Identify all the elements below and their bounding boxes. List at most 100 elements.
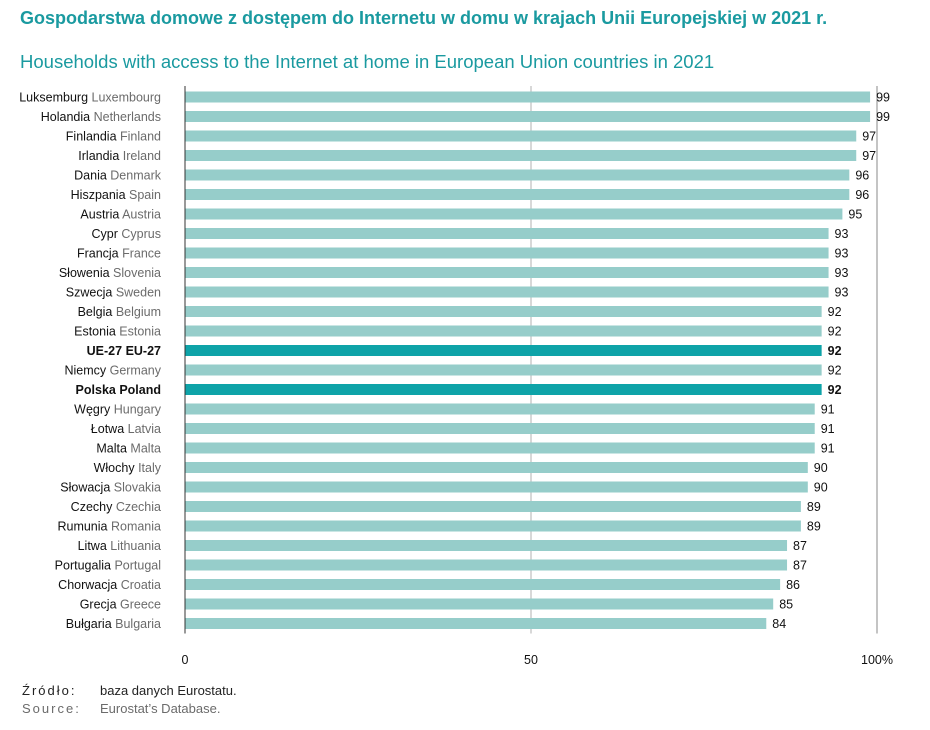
category-label-hungary: Węgry Hungary <box>74 403 162 417</box>
category-label-polish: Holandia <box>41 110 94 124</box>
category-label-polish: Francja <box>77 247 122 261</box>
category-label-polish: Szwecja <box>66 286 116 300</box>
bar-hungary <box>185 403 815 415</box>
category-label-english: Cyprus <box>121 227 161 241</box>
category-label-germany: Niemcy Germany <box>64 364 161 378</box>
source-polish-value: baza danych Eurostatu. <box>100 683 237 698</box>
category-label-polish: Malta <box>96 442 130 456</box>
value-label-finland: 97 <box>862 130 876 144</box>
category-label-polish: Łotwa <box>91 422 128 436</box>
category-label-english: Hungary <box>114 403 162 417</box>
category-label-polish: Grecja <box>80 598 120 612</box>
bar-sweden <box>185 286 829 298</box>
category-label-slovakia: Słowacja Slovakia <box>60 481 161 495</box>
category-label-english: Sweden <box>116 286 161 300</box>
category-label-polish: Irlandia <box>78 149 122 163</box>
category-label-cyprus: Cypr Cyprus <box>92 227 161 241</box>
category-label-polish: Belgia <box>78 305 116 319</box>
category-label-polish: Polska <box>76 383 120 397</box>
value-label-italy: 90 <box>814 461 828 475</box>
value-label-luxembourg: 99 <box>876 91 890 105</box>
bar-chart: 99 Luksemburg Luxembourg 99 Holandia Nether… <box>19 86 893 667</box>
category-label-polish: Słowenia <box>59 266 113 280</box>
category-label-english: Slovakia <box>114 481 161 495</box>
chart-title-polish: Gospodarstwa domowe z dostępem do Intern… <box>20 8 828 28</box>
value-label-spain: 96 <box>855 188 869 202</box>
category-label-polish: Czechy <box>71 500 116 514</box>
value-label-croatia: 86 <box>786 578 800 592</box>
bar-lithuania <box>185 540 788 551</box>
category-label-eu-27: UE-27 EU-27 <box>87 344 161 358</box>
value-label-belgium: 92 <box>828 305 842 319</box>
category-label-polish: Finlandia <box>66 130 120 144</box>
source-polish: Źródło: baza danych Eurostatu. <box>22 683 237 699</box>
value-label-malta: 91 <box>821 442 835 456</box>
category-label-english: Poland <box>119 383 161 397</box>
value-label-cyprus: 93 <box>835 227 849 241</box>
bar-austria <box>185 208 843 220</box>
category-label-polish: Estonia <box>74 325 119 339</box>
value-label-ireland: 97 <box>862 149 876 163</box>
bar-malta <box>185 442 815 454</box>
bar-croatia <box>185 579 781 590</box>
source-polish-key: Źródło: <box>22 683 77 698</box>
category-label-slovenia: Słowenia Slovenia <box>59 266 161 280</box>
category-label-czechia: Czechy Czechia <box>71 500 161 514</box>
value-label-romania: 89 <box>807 520 821 534</box>
chart-title-english: Households with access to the Internet a… <box>20 51 715 72</box>
value-label-france: 93 <box>835 247 849 261</box>
source-english: Source: Eurostat’s Database. <box>22 701 220 717</box>
category-label-english: Latvia <box>128 422 161 436</box>
category-label-english: Romania <box>111 520 161 534</box>
category-label-english: France <box>122 247 161 261</box>
category-label-english: Ireland <box>123 149 161 163</box>
bar-belgium <box>185 306 822 317</box>
category-label-polish: UE-27 <box>87 344 126 358</box>
bar-ireland <box>185 150 857 161</box>
category-label-polish: Litwa <box>78 539 111 553</box>
bar-greece <box>185 598 774 610</box>
bar-cyprus <box>185 228 829 239</box>
category-label-english: Austria <box>122 208 161 222</box>
value-label-austria: 95 <box>848 208 862 222</box>
source-english-value: Eurostat’s Database. <box>100 701 221 716</box>
bar-poland <box>185 384 822 395</box>
category-label-polish: Chorwacja <box>58 578 121 592</box>
category-label-malta: Malta Malta <box>96 442 161 456</box>
bar-slovakia <box>185 481 808 493</box>
category-label-netherlands: Holandia Netherlands <box>41 110 161 124</box>
value-label-latvia: 91 <box>821 422 835 436</box>
bar-denmark <box>185 169 850 181</box>
bar-slovenia <box>185 267 829 278</box>
category-label-polish: Hiszpania <box>71 188 129 202</box>
category-label-portugal: Portugalia Portugal <box>55 559 161 573</box>
value-label-czechia: 89 <box>807 500 821 514</box>
category-label-english: Malta <box>130 442 161 456</box>
category-label-greece: Grecja Greece <box>80 598 161 612</box>
value-label-portugal: 87 <box>793 559 807 573</box>
category-label-english: Spain <box>129 188 161 202</box>
category-label-lithuania: Litwa Lithuania <box>78 539 161 553</box>
value-label-sweden: 93 <box>835 286 849 300</box>
category-label-belgium: Belgia Belgium <box>78 305 161 319</box>
category-label-english: Slovenia <box>113 266 161 280</box>
category-label-english: Denmark <box>110 169 161 183</box>
category-label-spain: Hiszpania Spain <box>71 188 161 202</box>
category-label-france: Francja France <box>77 247 161 261</box>
value-label-poland: 92 <box>828 383 842 397</box>
category-label-latvia: Łotwa Latvia <box>91 422 161 436</box>
category-label-english: Finland <box>120 130 161 144</box>
bar-germany <box>185 364 822 376</box>
category-label-english: Italy <box>138 461 162 475</box>
category-label-english: Croatia <box>121 578 161 592</box>
category-label-english: Czechia <box>116 500 161 514</box>
bar-bulgaria <box>185 618 767 629</box>
value-label-estonia: 92 <box>828 325 842 339</box>
category-label-polish: Austria <box>80 208 122 222</box>
category-label-english: Lithuania <box>110 539 161 553</box>
category-label-english: Belgium <box>116 305 161 319</box>
bar-netherlands <box>185 111 871 122</box>
category-label-croatia: Chorwacja Croatia <box>58 578 161 592</box>
category-label-polish: Włochy <box>94 461 138 475</box>
category-label-english: Germany <box>110 364 162 378</box>
